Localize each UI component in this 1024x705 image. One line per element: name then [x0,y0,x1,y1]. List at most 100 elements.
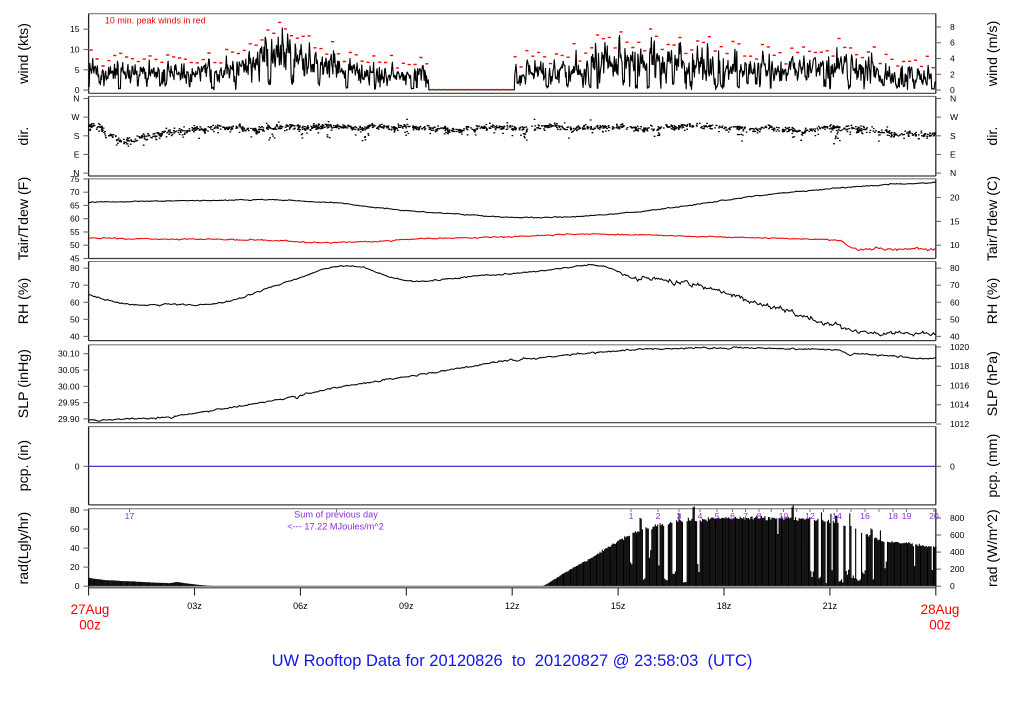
svg-text:wind (m/s): wind (m/s) [985,21,1001,87]
svg-text:10: 10 [779,511,789,521]
svg-text:1014: 1014 [950,400,969,410]
svg-text:70: 70 [70,280,80,290]
svg-text:40: 40 [950,331,960,341]
svg-text:N: N [950,94,956,104]
svg-text:10: 10 [70,45,80,55]
svg-text:45: 45 [70,254,80,264]
svg-text:50: 50 [70,314,80,324]
svg-text:55: 55 [70,227,80,237]
svg-text:03z: 03z [187,601,202,611]
svg-text:pcp. (mm): pcp. (mm) [985,434,1001,498]
svg-text:18z: 18z [717,601,732,611]
svg-text:Tair/Tdew (C): Tair/Tdew (C) [985,176,1001,261]
svg-text:70: 70 [950,280,960,290]
svg-text:1: 1 [629,511,634,521]
svg-text:30.00: 30.00 [58,381,80,391]
svg-text:rad(Lgly/hr): rad(Lgly/hr) [16,512,32,585]
svg-text:09z: 09z [399,601,414,611]
svg-text:20: 20 [950,193,960,203]
svg-text:E: E [950,149,956,159]
svg-text:SLP (inHg): SLP (inHg) [16,349,32,418]
svg-text:50: 50 [950,314,960,324]
svg-text:W: W [71,112,80,122]
svg-text:06z: 06z [293,601,308,611]
svg-text:N: N [73,94,79,104]
svg-text:10: 10 [950,240,960,250]
svg-text:0: 0 [75,581,80,591]
svg-text:N: N [950,168,956,178]
svg-text:70: 70 [70,187,80,197]
svg-text:80: 80 [950,263,960,273]
svg-text:6: 6 [730,511,735,521]
svg-text:80: 80 [70,505,80,515]
svg-text:8: 8 [757,511,762,521]
svg-text:14: 14 [832,511,842,521]
svg-text:<--- 17.22 MJoules/m^2: <--- 17.22 MJoules/m^2 [287,522,383,532]
svg-text:0: 0 [950,461,955,471]
svg-text:12: 12 [805,511,815,521]
svg-text:0: 0 [75,85,80,95]
svg-text:19: 19 [902,511,912,521]
svg-text:00z: 00z [79,618,101,633]
svg-text:6: 6 [950,38,955,48]
svg-text:N: N [73,168,79,178]
svg-text:1016: 1016 [950,380,969,390]
svg-text:28Aug: 28Aug [921,602,960,617]
svg-text:65: 65 [70,200,80,210]
svg-text:18: 18 [888,511,898,521]
svg-text:30.10: 30.10 [58,349,80,359]
svg-text:15: 15 [950,216,960,226]
svg-text:00z: 00z [929,618,951,633]
svg-text:UW Rooftop Data for 20120826: UW Rooftop Data for 20120826 to 20120827… [272,652,753,670]
svg-text:S: S [950,131,956,141]
svg-text:60: 60 [70,524,80,534]
svg-text:10 min. peak winds in red: 10 min. peak winds in red [105,16,206,26]
svg-text:S: S [74,131,80,141]
svg-text:60: 60 [950,297,960,307]
svg-text:dir.: dir. [16,127,32,146]
svg-text:20: 20 [70,562,80,572]
svg-text:4: 4 [950,54,955,64]
svg-text:29.95: 29.95 [58,398,80,408]
svg-text:30.05: 30.05 [58,365,80,375]
svg-text:5: 5 [715,511,720,521]
svg-text:dir.: dir. [985,127,1001,146]
svg-text:21z: 21z [823,601,838,611]
svg-text:SLP (hPa): SLP (hPa) [985,351,1001,416]
svg-text:W: W [950,112,959,122]
svg-text:0: 0 [950,85,955,95]
svg-text:1018: 1018 [950,361,969,371]
svg-text:2: 2 [656,511,661,521]
svg-text:15z: 15z [611,601,626,611]
svg-text:20: 20 [929,511,939,521]
svg-text:Tair/Tdew (F): Tair/Tdew (F) [16,177,32,261]
svg-text:0: 0 [950,581,955,591]
svg-text:1020: 1020 [950,342,969,352]
svg-text:27Aug: 27Aug [71,602,110,617]
svg-text:Sum of previous day: Sum of previous day [294,510,378,520]
svg-text:80: 80 [70,263,80,273]
svg-text:60: 60 [70,214,80,224]
svg-text:12z: 12z [505,601,520,611]
svg-text:7: 7 [743,511,748,521]
svg-text:60: 60 [70,297,80,307]
svg-text:17: 17 [125,511,135,521]
svg-text:50: 50 [70,240,80,250]
svg-text:rad (W/m^2): rad (W/m^2) [985,509,1001,587]
svg-text:pcp. (in): pcp. (in) [16,440,32,491]
svg-text:4: 4 [698,511,703,521]
svg-text:2: 2 [950,69,955,79]
svg-text:40: 40 [70,543,80,553]
svg-text:1012: 1012 [950,419,969,429]
svg-text:600: 600 [950,530,965,540]
svg-text:8: 8 [950,22,955,32]
svg-text:3: 3 [677,511,682,521]
svg-text:400: 400 [950,547,965,557]
svg-text:RH (%): RH (%) [985,278,1001,325]
svg-text:0: 0 [75,461,80,471]
svg-text:5: 5 [75,65,80,75]
svg-text:E: E [74,149,80,159]
svg-text:200: 200 [950,564,965,574]
svg-text:29.90: 29.90 [58,414,80,424]
svg-text:16: 16 [860,511,870,521]
